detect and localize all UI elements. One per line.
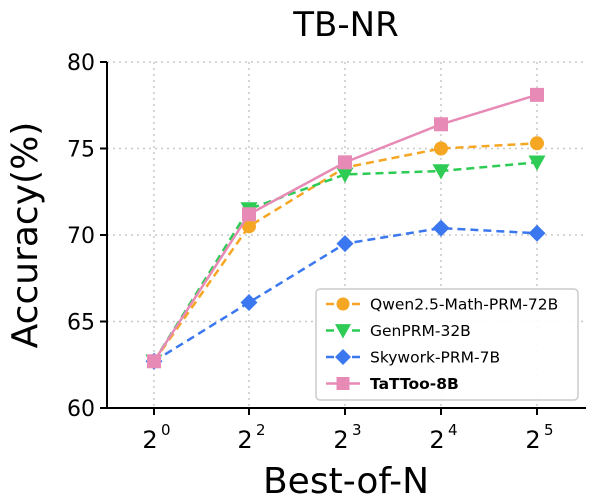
legend-marker xyxy=(335,324,351,339)
legend-marker xyxy=(335,349,351,365)
x-tick-exponent: 0 xyxy=(161,421,171,439)
data-point-marker xyxy=(528,155,546,171)
data-point-marker xyxy=(432,164,450,180)
legend-box xyxy=(315,288,579,401)
x-tick-base: 2 xyxy=(333,426,348,454)
x-tick-base: 2 xyxy=(429,426,444,454)
y-tick-label-3: 75 xyxy=(67,138,95,163)
data-point-marker xyxy=(336,235,354,253)
y-axis-ticks: 60 65 70 75 80 xyxy=(67,51,107,422)
x-tick-exponent: 4 xyxy=(448,421,458,439)
legend-item-3: TaTToo-8B xyxy=(326,375,459,393)
data-point-marker xyxy=(242,219,256,234)
data-point-marker xyxy=(434,117,448,132)
x-tick-base: 2 xyxy=(142,426,157,454)
legend-label: TaTToo-8B xyxy=(370,375,459,393)
legend-marker xyxy=(336,377,350,390)
x-axis-label: Best-of-N xyxy=(263,461,429,499)
x-tick-base: 2 xyxy=(525,426,540,454)
y-tick-label-2: 70 xyxy=(67,224,95,249)
data-point-marker xyxy=(530,87,544,102)
y-axis-label: Accuracy(%) xyxy=(5,122,46,349)
x-tick-exponent: 3 xyxy=(352,421,362,439)
chart-title: TB-NR xyxy=(292,5,398,45)
series-line xyxy=(152,161,538,362)
legend-item-2: Skywork-PRM-7B xyxy=(326,349,500,367)
x-tick-exponent: 5 xyxy=(544,421,554,439)
data-point-marker xyxy=(338,155,352,170)
x-tick-base: 2 xyxy=(237,426,252,454)
data-point-marker xyxy=(432,219,450,237)
x-tick-exponent: 2 xyxy=(256,421,266,439)
data-point-marker xyxy=(240,293,258,311)
data-point-marker xyxy=(528,224,546,242)
series-group xyxy=(145,87,546,370)
data-point-marker xyxy=(336,167,354,183)
y-tick-label-1: 65 xyxy=(67,311,95,336)
legend-item-1: GenPRM-32B xyxy=(326,322,471,340)
legend-marker xyxy=(336,297,350,311)
data-point-marker xyxy=(242,207,256,222)
data-point-marker xyxy=(147,354,161,369)
series-3 xyxy=(147,87,544,369)
data-point-marker xyxy=(434,141,448,156)
y-tick-label-0: 60 xyxy=(67,397,95,422)
y-tick-label-4: 80 xyxy=(67,51,95,76)
legend-label: Skywork-PRM-7B xyxy=(370,349,500,367)
legend-item-0: Qwen2.5-Math-PRM-72B xyxy=(326,296,558,314)
legend-label: GenPRM-32B xyxy=(370,322,471,340)
data-point-marker xyxy=(530,136,544,151)
legend-label: Qwen2.5-Math-PRM-72B xyxy=(370,296,558,314)
legend: Qwen2.5-Math-PRM-72B GenPRM-32B Skywork-PR… xyxy=(315,288,579,401)
